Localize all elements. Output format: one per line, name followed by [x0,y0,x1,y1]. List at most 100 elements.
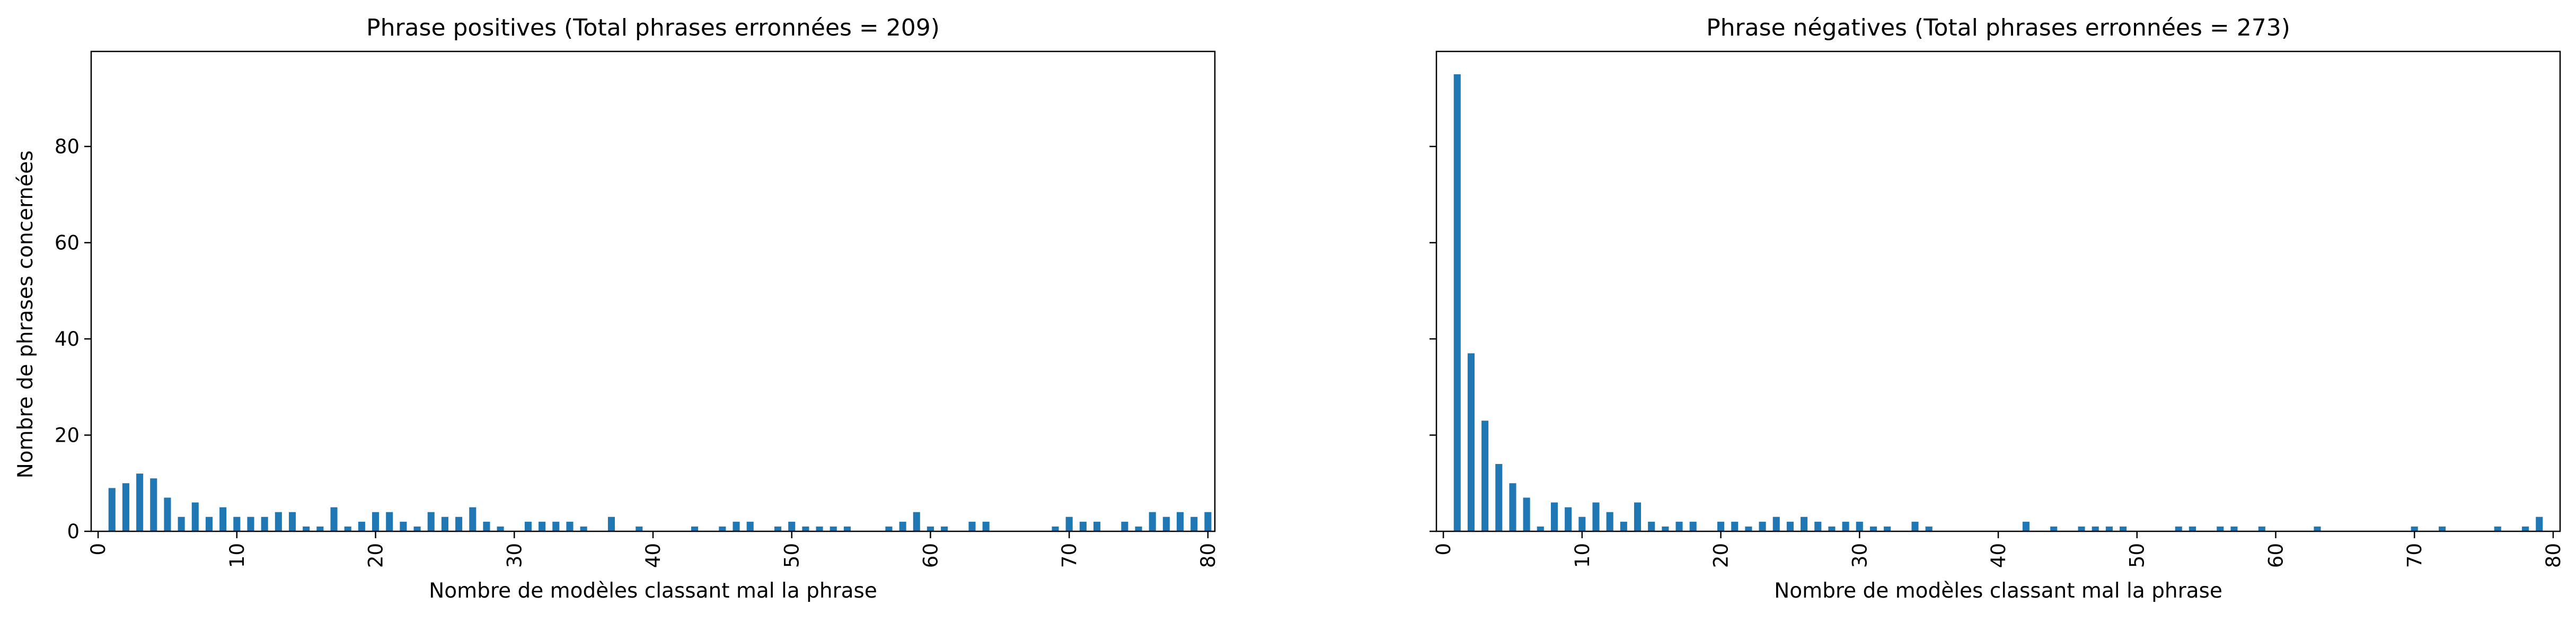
bar [1467,353,1475,531]
bar [136,474,144,531]
bar [1453,74,1461,532]
bar [1592,502,1600,531]
bar [816,526,823,531]
bar [150,478,157,531]
panel-negative: Phrase négatives (Total phrases erronnée… [1430,14,2565,603]
bar [2438,526,2446,531]
bar [830,526,837,531]
bar [108,488,116,531]
bars [108,474,1212,531]
bar [233,516,241,531]
bar [219,507,227,531]
bar [2189,526,2196,531]
bar [1121,521,1128,531]
bar [122,483,129,531]
bar [1204,512,1212,531]
bar [968,521,976,531]
x-tick-label: 50 [2126,543,2149,568]
bar [788,521,796,531]
bar [191,502,199,531]
bar [483,521,490,531]
y-tick-label: 60 [55,232,80,255]
bar [746,521,754,531]
bar [1925,526,1933,531]
bar [1537,526,1544,531]
x-tick-label: 60 [2264,543,2287,568]
bar [566,521,574,531]
x-tick-label: 20 [365,543,387,568]
bar [607,516,615,531]
bar [1772,516,1780,531]
bar [400,521,407,531]
bar [913,512,920,531]
bar [899,521,906,531]
chart-title: Phrase positives (Total phrases erronnée… [366,14,940,41]
bar [1786,521,1794,531]
bar [2120,526,2127,531]
bar [1675,521,1683,531]
x-tick-label: 30 [503,543,526,568]
bar [1509,483,1516,531]
x-tick-label: 0 [1432,543,1455,556]
x-tick-label: 0 [87,543,110,556]
bar [941,526,948,531]
bar [1842,521,1849,531]
bar [455,516,463,531]
y-axis-label: Nombre de phrases concernées [14,151,38,479]
bar [1079,521,1087,531]
x-tick-label: 40 [642,543,665,568]
bar [2105,526,2113,531]
x-tick-label: 80 [1197,543,1220,568]
bar [1135,526,1142,531]
bar [358,521,365,531]
y-tick-label: 0 [67,520,80,543]
bar [469,507,477,531]
bars [1453,74,2543,532]
bar [427,512,435,531]
bar [1065,516,1073,531]
bar [1911,521,1919,531]
bar [1648,521,1655,531]
y-tick-label: 20 [55,424,80,447]
bar [1634,502,1642,531]
panel-positive: Phrase positives (Total phrases erronnée… [14,14,1220,603]
bar [552,521,560,531]
ticks: 0 10 20 30 40 50 60 70 80 0 20 40 60 80 [55,135,1220,568]
bar [372,512,380,531]
bar [1801,516,1808,531]
bar [413,526,421,531]
bar [247,516,254,531]
bar [497,526,504,531]
x-tick-label: 20 [1710,543,1733,568]
bar [2050,526,2058,531]
bar [1190,516,1198,531]
bar [802,526,809,531]
bar [2217,526,2224,531]
bar [1814,521,1822,531]
x-tick-label: 50 [781,543,804,568]
axes-frame [90,50,1216,532]
bar [2230,526,2238,531]
bar [1856,521,1863,531]
bar [524,521,532,531]
axes-frame [1435,50,2561,532]
x-tick-label: 70 [2403,543,2426,568]
bar [1731,521,1739,531]
bar [982,521,990,531]
x-tick-label: 40 [1987,543,2010,568]
x-tick-label: 80 [2542,543,2565,568]
bar [1759,521,1766,531]
bar [386,512,393,531]
x-tick-label: 10 [226,543,249,568]
bar [927,526,934,531]
bar [539,521,546,531]
y-tick-label: 40 [55,328,80,351]
bar [2022,521,2030,531]
x-tick-label: 70 [1058,543,1081,568]
bar [1149,512,1156,531]
bar [1606,512,1613,531]
bar [1578,516,1586,531]
bar [344,526,351,531]
bar [1884,526,1891,531]
